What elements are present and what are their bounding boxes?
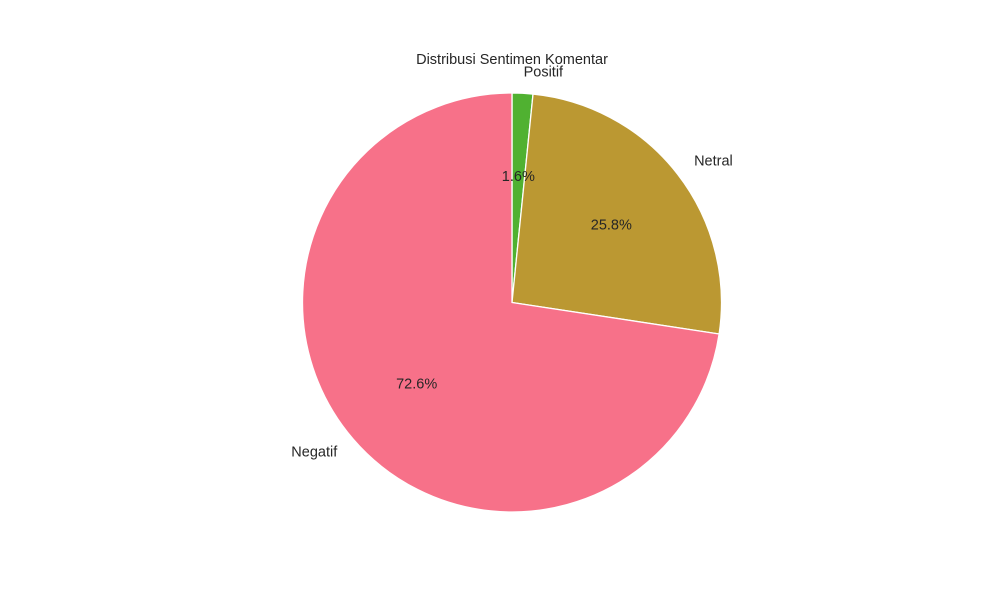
pie-labels: Positif 1.6% Netral 25.8% Negatif 72.6%	[291, 64, 732, 460]
slice-label-netral: Netral	[694, 153, 733, 169]
pie-slices	[301, 92, 723, 513]
pie-slice-negatif	[301, 92, 720, 513]
slice-label-positif: Positif	[524, 64, 564, 80]
percent-label-positif: 1.6%	[502, 169, 535, 185]
chart-title: Distribusi Sentimen Komentar	[416, 52, 608, 68]
pie-slice-netral	[511, 93, 723, 335]
slice-label-negatif: Negatif	[291, 445, 338, 461]
percent-label-negatif: 72.6%	[396, 376, 437, 392]
percent-label-netral: 25.8%	[591, 217, 632, 233]
